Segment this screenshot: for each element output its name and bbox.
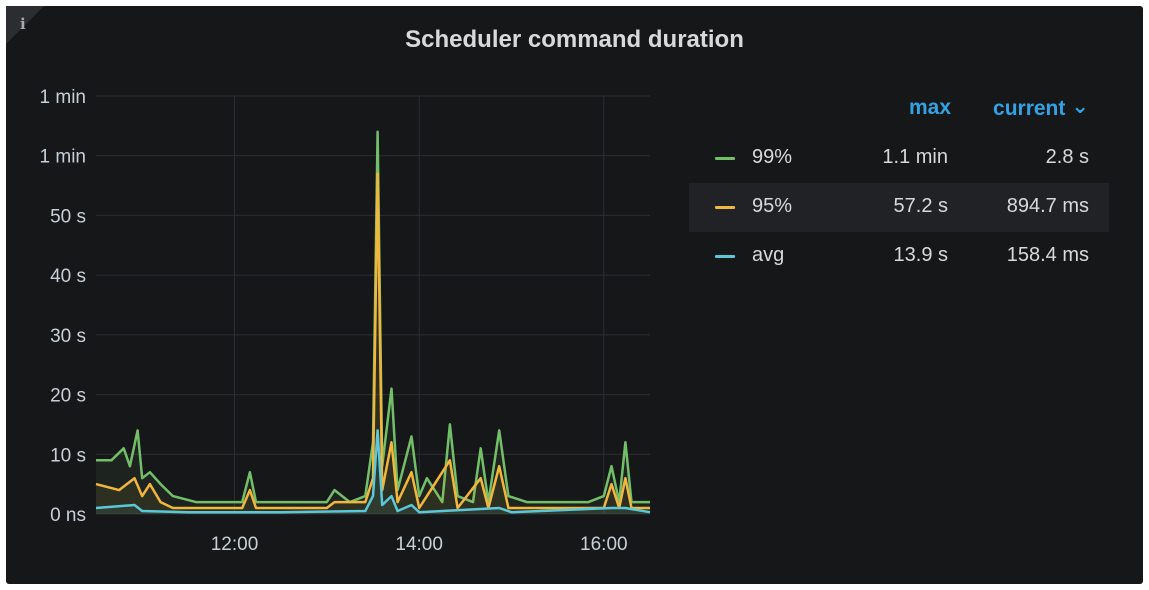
y-tick-label: 50 s: [50, 206, 86, 227]
legend-series-name[interactable]: 95%: [752, 195, 793, 217]
series-area-99%: [96, 131, 650, 515]
chart-grid: [96, 95, 650, 515]
y-axis-labels: 0 ns 10 s 20 s 30 s 40 s 50 s 1 min 1 min: [40, 87, 86, 526]
panel-title[interactable]: Scheduler command duration: [405, 26, 744, 53]
x-tick-label: 16:00: [580, 534, 628, 555]
y-tick-label: 1 min: [40, 147, 86, 168]
legend-row-95[interactable]: 95% 57.2 s 894.7 ms: [689, 183, 1109, 232]
x-tick-label: 14:00: [395, 534, 443, 555]
x-tick-label: 12:00: [211, 534, 259, 555]
legend-row-avg[interactable]: avg 13.9 s 158.4 ms: [689, 232, 1109, 281]
legend-header-current[interactable]: current ⌄: [993, 95, 1089, 120]
legend-current-value: 894.7 ms: [1006, 195, 1089, 217]
legend-series-name[interactable]: avg: [752, 244, 785, 266]
series-line-avg: [95, 429, 651, 514]
legend-header-max[interactable]: max: [908, 96, 951, 119]
legend-table: max current ⌄ 99% 1.1 min 2.8 s 95% 57.2 …: [689, 86, 1109, 281]
legend-current-value: 2.8 s: [1045, 146, 1089, 168]
y-tick-label: 40 s: [50, 266, 86, 287]
y-tick-label: 10 s: [50, 445, 86, 466]
legend-max-value: 1.1 min: [882, 146, 948, 168]
legend-max-value: 13.9 s: [893, 244, 948, 266]
y-tick-label: 30 s: [50, 326, 86, 347]
series-color-swatch[interactable]: [715, 206, 735, 209]
panel-info-corner[interactable]: [6, 6, 44, 44]
y-tick-label: 20 s: [50, 386, 86, 407]
legend-current-value: 158.4 ms: [1006, 244, 1089, 266]
legend-max-value: 57.2 s: [893, 195, 948, 217]
y-tick-label: 0 ns: [50, 505, 86, 526]
chevron-down-icon: ⌄: [1071, 95, 1089, 118]
legend-row-99[interactable]: 99% 1.1 min 2.8 s: [689, 134, 1109, 183]
series-color-swatch[interactable]: [715, 255, 735, 258]
info-icon[interactable]: i: [20, 15, 26, 33]
chart-series: [95, 130, 651, 515]
graph-panel: i Scheduler command duration 0 ns 10 s 20 …: [6, 6, 1143, 584]
y-tick-label: 1 min: [40, 87, 86, 108]
series-line-95%: [95, 172, 650, 510]
legend-header: max current ⌄: [689, 86, 1109, 134]
legend-series-name[interactable]: 99%: [752, 146, 793, 168]
time-series-chart[interactable]: 0 ns 10 s 20 s 30 s 40 s 50 s 1 min 1 min 12:00…: [6, 6, 686, 584]
series-color-swatch[interactable]: [715, 157, 735, 160]
x-axis-labels: 12:00 14:00 16:00: [211, 534, 628, 555]
